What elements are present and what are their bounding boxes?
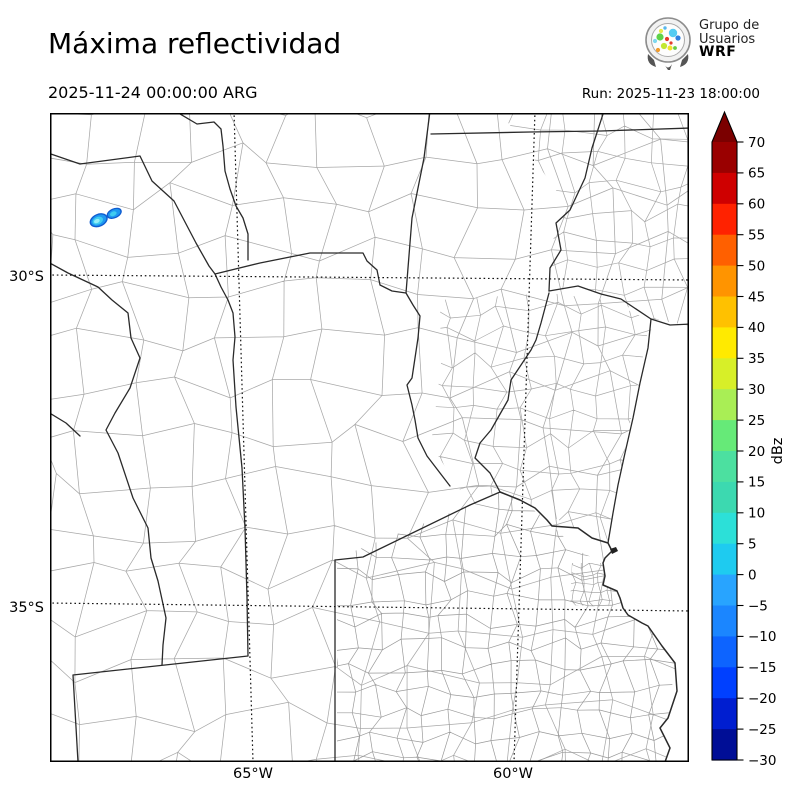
run-time-label: Run: 2025-11-23 18:00:00 xyxy=(581,86,760,102)
colorbar-unit-label: dBz xyxy=(770,438,786,465)
logo-text: Grupo de Usuarios WRF xyxy=(699,19,759,60)
svg-text:35: 35 xyxy=(748,351,765,367)
svg-text:−25: −25 xyxy=(748,722,777,738)
gridline-65w xyxy=(233,113,254,762)
svg-text:20: 20 xyxy=(748,444,765,460)
y-axis-label-35s: 35°S xyxy=(9,600,44,616)
svg-text:60: 60 xyxy=(748,197,765,213)
gridline-60w xyxy=(513,113,536,762)
x-axis-label-65w: 65°W xyxy=(232,766,274,782)
logo-line-2: Usuarios xyxy=(699,31,756,47)
valid-time-label: 2025-11-24 00:00:00 ARG xyxy=(48,83,258,102)
colorbar-extend-arrow xyxy=(712,112,737,142)
svg-text:15: 15 xyxy=(748,475,765,491)
x-axis-label-60w: 60°W xyxy=(492,766,534,782)
city-marker xyxy=(610,547,618,554)
page-title: Máxima reflectividad xyxy=(48,27,342,60)
department-boundaries-base xyxy=(50,113,689,762)
svg-text:10: 10 xyxy=(748,506,765,522)
svg-text:45: 45 xyxy=(748,289,765,305)
province-boundaries xyxy=(50,113,689,762)
gridline-30s xyxy=(50,274,689,281)
svg-text:30: 30 xyxy=(748,382,765,398)
map-background xyxy=(50,113,689,762)
logo-line-1: Grupo de xyxy=(699,18,760,33)
svg-text:−20: −20 xyxy=(748,691,777,707)
svg-text:−15: −15 xyxy=(748,660,777,676)
water-area xyxy=(603,319,689,762)
colorbar-outline xyxy=(711,110,738,761)
svg-text:25: 25 xyxy=(748,413,765,429)
svg-text:70: 70 xyxy=(748,135,765,151)
svg-text:−5: −5 xyxy=(748,598,768,614)
colorbar-segments xyxy=(712,142,737,761)
map-border xyxy=(50,113,689,762)
svg-text:0: 0 xyxy=(748,567,757,583)
logo-radar-speckles xyxy=(652,26,681,53)
svg-text:65: 65 xyxy=(748,166,765,182)
reflectivity-map xyxy=(50,113,689,762)
svg-text:−30: −30 xyxy=(748,753,777,769)
colorbar-tick-labels: 7065605550454035302520151050−5−10−15−20−… xyxy=(737,135,777,769)
reflectivity-cell xyxy=(89,207,122,228)
wrf-users-group-logo-icon xyxy=(645,17,691,70)
svg-text:50: 50 xyxy=(748,258,765,274)
gridline-35s xyxy=(50,602,689,612)
svg-text:55: 55 xyxy=(748,228,765,244)
svg-text:−10: −10 xyxy=(748,629,777,645)
y-axis-label-30s: 30°S xyxy=(9,269,44,285)
svg-text:40: 40 xyxy=(748,320,765,336)
colorbar: 7065605550454035302520151050−5−10−15−20−… xyxy=(711,110,786,769)
svg-text:5: 5 xyxy=(748,537,757,553)
logo-line-3: WRF xyxy=(699,44,737,60)
graticule-gridlines xyxy=(50,113,689,762)
